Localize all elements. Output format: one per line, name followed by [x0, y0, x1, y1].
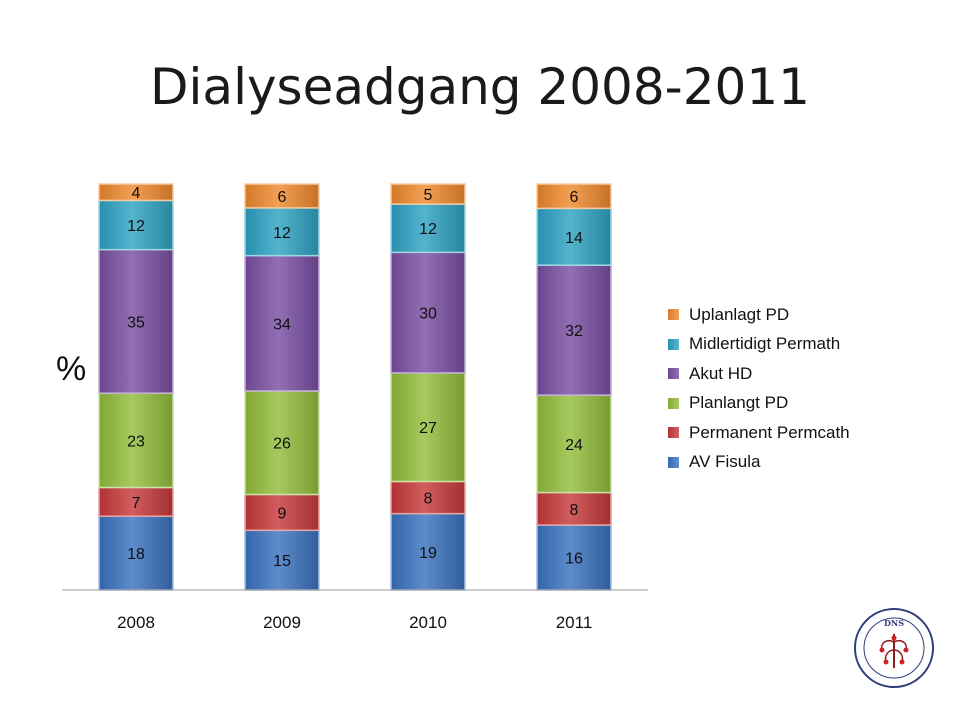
x-tick-label: 2011 [556, 613, 593, 632]
bar-segment [536, 207, 612, 266]
data-label: 9 [278, 505, 287, 522]
data-label: 26 [273, 436, 291, 453]
data-label: 4 [132, 185, 141, 202]
bar-segment [390, 372, 466, 483]
bar-segment [98, 392, 174, 489]
data-label: 8 [570, 502, 579, 519]
data-label: 23 [127, 433, 145, 450]
legend-item: Akut HD [668, 359, 850, 389]
society-seal-logo: DNS [854, 608, 934, 688]
bar-segment [536, 491, 612, 526]
bar-segment [390, 251, 466, 374]
legend-label: Akut HD [689, 363, 753, 383]
legend-swatch [668, 309, 679, 321]
data-label: 12 [273, 225, 291, 242]
legend-item: AV Fisula [668, 448, 850, 478]
data-label: 32 [565, 323, 583, 340]
bar-segment [390, 203, 466, 254]
data-label: 16 [565, 551, 583, 568]
data-label: 19 [419, 545, 437, 562]
data-label: 34 [273, 316, 291, 333]
bar-segment [98, 248, 174, 394]
bar-segment [244, 390, 320, 496]
legend-swatch [668, 427, 679, 439]
data-label: 6 [278, 189, 287, 206]
data-label: 24 [565, 437, 583, 454]
bar-segment [390, 512, 466, 591]
bar-segment [536, 394, 612, 494]
legend-label: AV Fisula [689, 452, 761, 472]
data-label: 5 [424, 187, 433, 204]
x-tick-label: 2010 [409, 613, 447, 632]
legend-swatch [668, 338, 679, 350]
bar-segment [244, 207, 320, 257]
data-label: 7 [132, 495, 141, 512]
bar-segment [244, 183, 320, 209]
bar-segment [244, 529, 320, 591]
data-label: 15 [273, 553, 291, 570]
legend-item: Planlangt PD [668, 389, 850, 419]
legend-swatch [668, 397, 679, 409]
slide-title: Dialyseadgang 2008-2011 [150, 58, 810, 116]
svg-text:DNS: DNS [884, 618, 904, 628]
legend-swatch [668, 456, 679, 468]
data-label: 12 [419, 221, 437, 238]
bar-segment [390, 480, 466, 515]
legend-swatch [668, 368, 679, 380]
legend-label: Permanent Permcath [689, 422, 850, 442]
data-label: 14 [565, 230, 583, 247]
bar-segment [98, 199, 174, 251]
data-label: 30 [419, 306, 437, 323]
data-label: 27 [419, 420, 437, 437]
bar-segment [390, 183, 466, 205]
x-tick-label: 2008 [117, 613, 155, 632]
y-axis-label: % [56, 350, 87, 388]
bar-segment [98, 486, 174, 517]
data-label: 35 [127, 314, 145, 331]
legend-item: Midlertidigt Permath [668, 330, 850, 360]
bar-segment [98, 183, 174, 202]
bar-segment [536, 264, 612, 396]
legend-item: Permanent Permcath [668, 418, 850, 448]
data-label: 6 [570, 189, 579, 206]
legend-label: Midlertidigt Permath [689, 334, 841, 354]
data-label: 18 [127, 546, 145, 563]
chart-legend: Uplanlagt PD Midlertidigt Permath Akut HD P… [668, 300, 850, 477]
legend-label: Uplanlagt PD [689, 304, 790, 324]
x-tick-label: 2009 [263, 613, 301, 632]
data-label: 8 [424, 491, 433, 508]
data-label: 12 [127, 218, 145, 235]
legend-label: Planlangt PD [689, 393, 789, 413]
bar-segment [536, 183, 612, 210]
legend-item: Uplanlagt PD [668, 300, 850, 330]
